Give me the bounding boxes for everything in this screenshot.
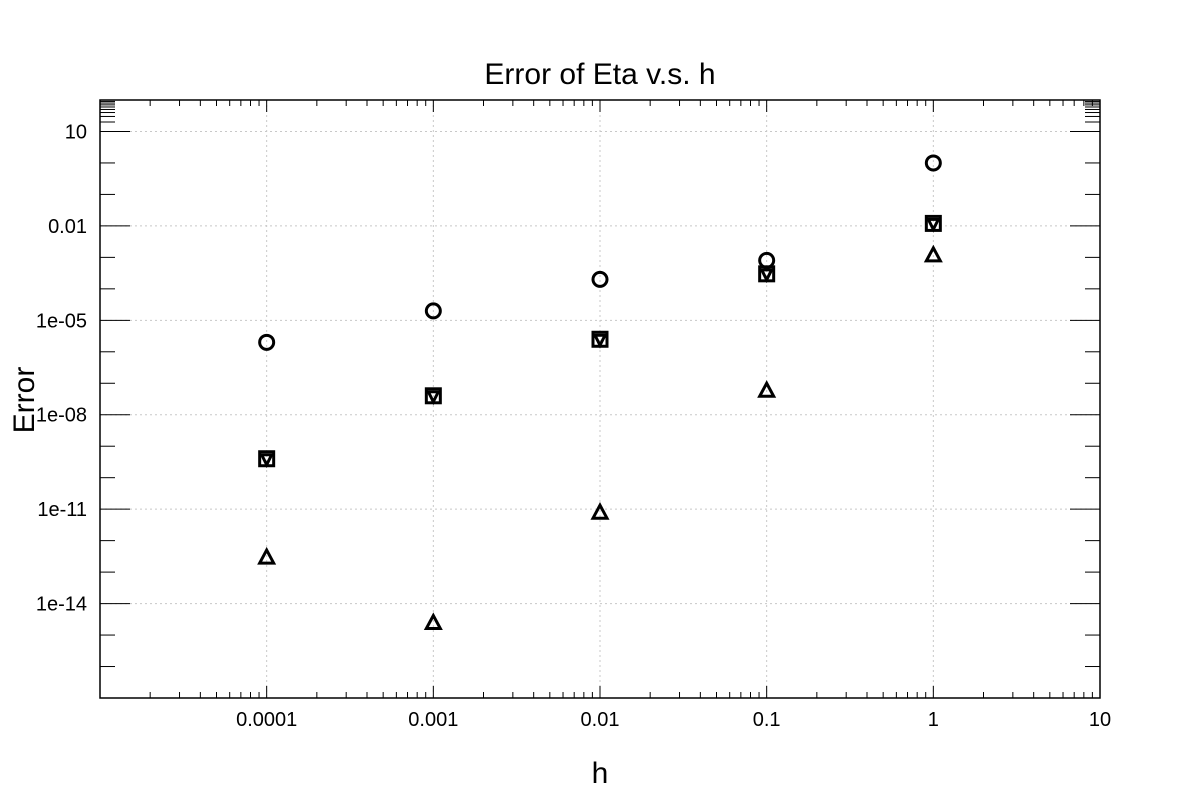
marker-layer	[257, 154, 943, 631]
x-tick-label: 0.0001	[236, 709, 297, 731]
label-layer: 0.0001 0.001 0.01 0.1 1 10 10 0.01 1e-05 1e-08 1e-…	[36, 121, 1111, 731]
x-tick-label: 0.1	[753, 709, 781, 731]
chart-title: Error of Eta v.s. h	[484, 58, 715, 91]
data-point-circle	[591, 270, 609, 288]
data-point-circle	[424, 302, 442, 320]
data-point-triangle-up	[590, 502, 610, 520]
data-point-triangle-down	[425, 390, 441, 406]
y-tick-label: 1e-11	[37, 499, 87, 521]
data-point-triangle-up	[923, 244, 943, 263]
data-point-circle	[924, 154, 942, 172]
data-point-triangle-up	[423, 612, 443, 631]
data-point-triangle-down	[592, 333, 608, 349]
data-point-triangle-up	[257, 546, 277, 565]
data-point-triangle-down	[759, 268, 775, 284]
x-tick-label: 0.001	[408, 709, 458, 731]
y-tick-label: 1e-08	[36, 405, 87, 427]
y-tick-label: 1e-14	[36, 594, 87, 616]
data-point-triangle-down	[259, 453, 275, 469]
x-tick-label: 0.01	[581, 709, 620, 731]
x-axis-label: h	[592, 757, 609, 790]
grid-layer	[100, 100, 1100, 698]
tick-layer	[100, 100, 1101, 698]
data-point-triangle-up	[757, 380, 777, 398]
x-tick-label: 10	[1089, 709, 1111, 731]
y-axis-label: Error	[8, 367, 41, 434]
data-point-triangle-down	[925, 217, 941, 233]
y-tick-label: 0.01	[48, 216, 87, 238]
y-tick-label: 10	[65, 121, 87, 143]
x-tick-label: 1	[928, 709, 939, 731]
plot-frame	[99, 99, 1101, 699]
data-point-circle	[258, 333, 276, 351]
y-tick-label: 1e-05	[36, 310, 87, 332]
